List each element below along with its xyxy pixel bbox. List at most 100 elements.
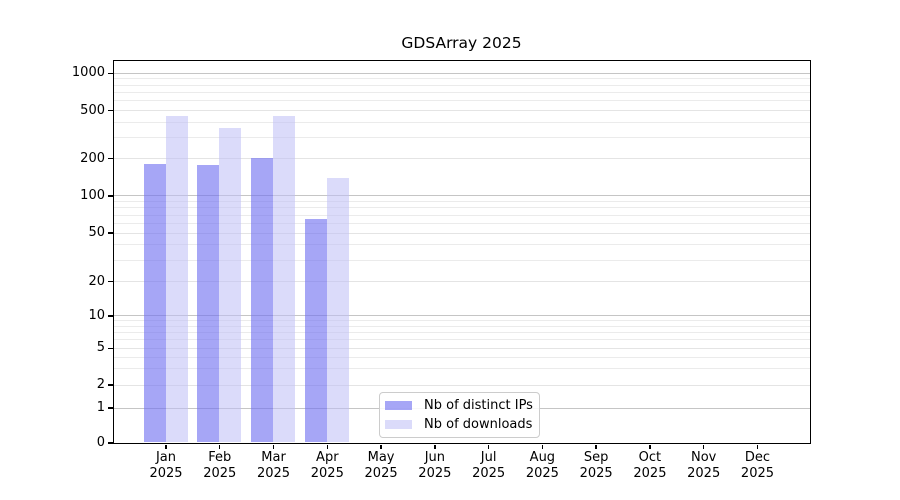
y-axis-tick-label: 10 bbox=[88, 307, 105, 323]
minor-gridline bbox=[113, 259, 810, 261]
y-axis-tick-label: 2 bbox=[96, 377, 105, 392]
y-axis-tick bbox=[108, 442, 113, 444]
major-gridline bbox=[113, 72, 810, 74]
y-axis-tick bbox=[108, 407, 113, 409]
legend-label: Nb of downloads bbox=[424, 417, 533, 432]
y-axis-tick bbox=[108, 109, 113, 112]
x-axis-month: Oct bbox=[638, 450, 662, 465]
chart-legend: Nb of distinct IPs Nb of downloads bbox=[379, 392, 540, 438]
bar-distinct-ips bbox=[251, 158, 274, 443]
legend-label: Nb of distinct IPs bbox=[424, 398, 533, 413]
x-axis-month: Nov bbox=[691, 450, 717, 465]
bar-distinct-ips bbox=[197, 165, 220, 443]
x-axis-tick-label: Oct 2025 bbox=[615, 450, 685, 481]
bar-distinct-ips bbox=[304, 219, 327, 443]
minor-gridline bbox=[113, 136, 810, 138]
x-axis-year: 2025 bbox=[256, 465, 291, 481]
minor-gridline bbox=[113, 121, 810, 123]
y-axis-tick bbox=[108, 232, 113, 234]
minor-gridline bbox=[113, 368, 810, 370]
minor-gridline bbox=[113, 320, 810, 322]
x-axis-month: Sep bbox=[583, 450, 609, 465]
x-axis-tick bbox=[703, 444, 705, 449]
x-axis-tick bbox=[272, 444, 275, 449]
x-axis-year: 2025 bbox=[579, 465, 613, 481]
y-axis-tick-label: 1 bbox=[96, 400, 105, 415]
x-axis-year: 2025 bbox=[310, 465, 344, 481]
x-axis-month: Jan bbox=[155, 450, 177, 465]
y-axis-tick bbox=[108, 72, 113, 74]
y-axis-tick-label: 50 bbox=[88, 225, 105, 240]
y-axis-tick bbox=[108, 195, 113, 197]
tick-gridline bbox=[113, 110, 810, 112]
minor-gridline bbox=[113, 222, 810, 224]
x-axis-tick-label: Dec 2025 bbox=[722, 450, 792, 481]
y-axis-tick-label: 0 bbox=[96, 435, 105, 450]
minor-gridline bbox=[113, 339, 810, 341]
x-axis-month: Aug bbox=[529, 450, 556, 465]
tick-gridline bbox=[113, 281, 810, 283]
legend-entry: Nb of downloads bbox=[385, 415, 533, 434]
chart-title: GDSArray 2025 bbox=[401, 34, 522, 52]
x-axis-month: Apr bbox=[316, 450, 339, 465]
minor-gridline bbox=[113, 201, 810, 203]
x-axis-tick bbox=[541, 444, 544, 449]
minor-gridline bbox=[113, 78, 810, 80]
y-axis-tick-label: 1000 bbox=[71, 65, 105, 81]
tick-gridline bbox=[113, 158, 810, 160]
y-axis-tick bbox=[108, 384, 113, 386]
x-axis-tick bbox=[595, 444, 597, 449]
x-axis-year: 2025 bbox=[472, 465, 506, 481]
minor-gridline bbox=[113, 325, 810, 327]
minor-gridline bbox=[113, 92, 810, 94]
tick-gridline bbox=[113, 232, 810, 234]
minor-gridline bbox=[113, 244, 810, 246]
y-axis-tick-label: 200 bbox=[80, 150, 105, 166]
tick-gridline bbox=[113, 384, 810, 386]
x-axis-month: Jul bbox=[480, 450, 497, 465]
y-axis-tick-label: 20 bbox=[88, 273, 105, 289]
x-axis-tick bbox=[380, 444, 382, 449]
x-axis-tick bbox=[434, 444, 436, 449]
x-axis-tick-label: Apr 2025 bbox=[292, 450, 362, 481]
x-axis-tick bbox=[219, 444, 221, 449]
x-axis-year: 2025 bbox=[364, 465, 398, 481]
legend-entry: Nb of distinct IPs bbox=[385, 396, 533, 415]
minor-gridline bbox=[113, 84, 810, 86]
x-axis-year: 2025 bbox=[740, 465, 775, 481]
x-axis-tick-label: May 2025 bbox=[346, 450, 416, 481]
legend-swatch-downloads bbox=[385, 420, 412, 429]
x-axis-year: 2025 bbox=[418, 465, 452, 481]
major-gridline bbox=[113, 315, 810, 317]
y-axis-tick bbox=[108, 315, 113, 317]
x-axis-month: Jun bbox=[424, 450, 445, 465]
legend-swatch-distinct-ips bbox=[385, 401, 412, 410]
x-axis-tick bbox=[756, 444, 759, 449]
y-axis-tick bbox=[108, 158, 113, 160]
y-axis-tick bbox=[108, 280, 113, 283]
x-axis-month: Dec bbox=[744, 450, 771, 465]
minor-gridline bbox=[113, 100, 810, 102]
x-axis-tick-label: Mar 2025 bbox=[239, 450, 309, 481]
x-axis-tick-label: Nov 2025 bbox=[669, 450, 739, 481]
x-axis-tick-label: Feb 2025 bbox=[185, 450, 255, 481]
minor-gridline bbox=[113, 214, 810, 216]
x-axis-tick-label: Sep 2025 bbox=[561, 450, 631, 481]
x-axis-tick-label: Aug 2025 bbox=[507, 450, 577, 481]
tick-gridline bbox=[113, 347, 810, 349]
x-axis-year: 2025 bbox=[687, 465, 721, 481]
plot-inner bbox=[113, 61, 810, 443]
bar-downloads bbox=[326, 178, 349, 443]
x-axis-tick-label: Jul 2025 bbox=[454, 450, 524, 481]
major-gridline bbox=[113, 195, 810, 197]
x-axis-year: 2025 bbox=[203, 465, 237, 481]
x-axis-year: 2025 bbox=[149, 465, 183, 481]
x-axis-month: Feb bbox=[208, 450, 232, 465]
plot-area bbox=[112, 59, 811, 444]
x-axis-tick-label: Jan 2025 bbox=[131, 450, 201, 481]
minor-gridline bbox=[113, 356, 810, 358]
y-axis-tick-label: 5 bbox=[96, 340, 105, 356]
x-axis-month: May bbox=[367, 450, 395, 465]
bar-downloads bbox=[273, 116, 296, 443]
